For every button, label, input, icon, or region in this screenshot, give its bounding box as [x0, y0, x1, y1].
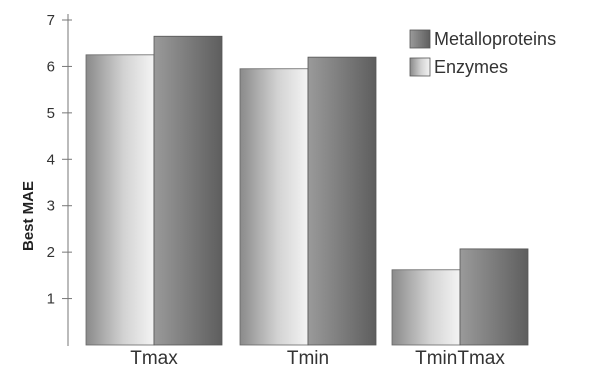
bars [85, 35, 529, 346]
bar-metalloproteins-tmax [153, 35, 223, 346]
y-axis-label: Best MAE [20, 181, 37, 251]
y-tick-label-5: 5 [47, 105, 55, 122]
x-tick-label-tmintmax: TminTmax [415, 348, 505, 369]
bar-metalloproteins-tmintmax [459, 248, 529, 346]
bar-enzymes-tmin [239, 68, 309, 346]
bar-enzymes-tmax [85, 54, 155, 346]
legend-swatch-metalloproteins [409, 29, 431, 49]
y-tick-label-1: 1 [47, 291, 55, 308]
legend-label-metalloproteins: Metalloproteins [434, 29, 556, 49]
bar-enzymes-tmintmax [391, 269, 461, 346]
y-ticks: 1 2 3 4 5 6 7 [47, 12, 72, 308]
legend-swatch-enzymes [409, 57, 431, 77]
bar-metalloproteins-tmin [307, 56, 377, 346]
y-tick-label-4: 4 [47, 151, 55, 168]
y-tick-label-7: 7 [47, 12, 55, 29]
x-category-labels: Tmax Tmin TminTmax [130, 348, 505, 369]
y-tick-label-3: 3 [47, 198, 55, 215]
y-tick-label-2: 2 [47, 244, 55, 261]
legend: Metalloproteins Enzymes [409, 29, 556, 77]
legend-label-enzymes: Enzymes [434, 57, 508, 77]
x-tick-label-tmin: Tmin [287, 348, 329, 369]
x-tick-label-tmax: Tmax [130, 348, 178, 369]
y-tick-label-6: 6 [47, 58, 55, 75]
